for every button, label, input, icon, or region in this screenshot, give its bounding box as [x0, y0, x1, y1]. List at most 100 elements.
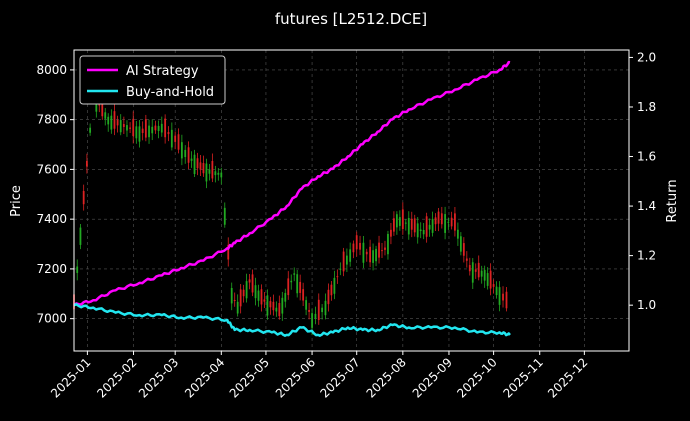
y-right-tick-label: 1.4 [637, 199, 656, 213]
candle-body [324, 300, 327, 316]
candle-body [254, 285, 257, 299]
candle-body [257, 290, 260, 301]
candle-body [407, 217, 410, 235]
candle-body [223, 207, 226, 225]
candle-body [98, 104, 101, 106]
y-right-tick-label: 1.0 [637, 298, 656, 312]
candle-body [456, 229, 459, 239]
candle-body [248, 279, 251, 283]
candle-body [293, 273, 296, 275]
candle-body [434, 217, 437, 225]
candle-body [202, 163, 205, 174]
candle-body [471, 262, 474, 283]
candle-body [82, 191, 85, 205]
candle-body [498, 287, 501, 305]
candle-body [321, 307, 324, 313]
candle-body [410, 218, 413, 230]
candle-body [474, 269, 477, 272]
candle-body [217, 172, 220, 175]
candle-body [107, 116, 110, 125]
candle-body [260, 289, 263, 305]
candle-body [251, 274, 254, 293]
candle-body [141, 128, 144, 134]
candle-body [76, 266, 79, 273]
candle-body [355, 235, 358, 250]
candle-body [104, 112, 107, 119]
right-axis: 1.0 1.2 1.4 1.6 1.8 2.0 [629, 50, 656, 312]
plot-frame [73, 49, 630, 352]
candle-body [263, 299, 266, 302]
candle-body [305, 300, 308, 310]
candle-body [296, 274, 299, 294]
candle-body [413, 218, 416, 233]
candle-body [129, 127, 131, 129]
candle-body [365, 251, 368, 255]
candle-body [187, 147, 190, 163]
candle-body [180, 142, 183, 159]
candle-body [110, 115, 113, 130]
candle-body [419, 229, 422, 232]
candle-body [401, 209, 404, 229]
candle-body [275, 307, 278, 312]
candle-body [381, 250, 383, 252]
candle-body [454, 213, 456, 231]
candle-body [477, 262, 480, 278]
candle-body [483, 269, 486, 281]
candle-body [211, 160, 214, 179]
candle-body [132, 118, 135, 137]
candle-body [278, 303, 281, 317]
y-right-tick-label: 2.0 [637, 50, 656, 64]
candle-body [269, 301, 272, 308]
candle-body [505, 291, 508, 309]
candle-body [79, 227, 82, 245]
return-series [73, 60, 511, 337]
candle-body [486, 273, 489, 286]
y-left-tick-label: 7600 [36, 162, 67, 176]
candle-body [184, 149, 187, 158]
candle-body [422, 230, 425, 235]
left-axis: 7000 7200 7400 7600 7800 8000 [36, 63, 74, 326]
candle-body [480, 270, 483, 277]
candle-body [290, 280, 293, 283]
candle-body [230, 287, 233, 304]
chart-title: futures [L2512.DCE] [275, 10, 427, 28]
y-right-tick-label: 1.8 [637, 100, 656, 114]
candle-body [167, 132, 170, 135]
candle-body [157, 125, 160, 131]
candle-body [336, 276, 339, 278]
candle-body [450, 217, 453, 227]
candle-body [205, 163, 208, 182]
candle-body [428, 224, 431, 230]
candle-body [89, 127, 92, 133]
candle-body [395, 214, 398, 228]
candle-body [148, 125, 150, 138]
candle-body [468, 265, 471, 272]
candle-body [459, 236, 462, 252]
candle-body [440, 213, 443, 225]
y-left-tick-label: 7400 [36, 212, 67, 226]
candle-body [465, 258, 468, 261]
y-axis-label-right: Return [665, 179, 680, 222]
y-left-tick-label: 8000 [36, 63, 67, 77]
y-axis-label-left: Price [9, 185, 24, 217]
candle-body [447, 221, 450, 223]
candle-body [174, 135, 177, 142]
candle-body [239, 289, 242, 307]
candle-body [170, 129, 173, 148]
candle-body [199, 162, 202, 170]
candle-body [164, 118, 167, 138]
candle-body [154, 125, 157, 131]
candle-body [314, 313, 317, 319]
candle-body [317, 299, 320, 321]
candle-body [431, 218, 434, 233]
candle-body [404, 222, 407, 224]
candle-body [287, 278, 290, 296]
candle-body [378, 242, 380, 258]
candle-body [281, 297, 284, 314]
legend-label-buy-and-hold: Buy-and-Hold [126, 85, 214, 100]
candle-body [359, 242, 361, 250]
candle-body [369, 246, 371, 263]
candle-body [272, 301, 275, 311]
candle-body [489, 270, 492, 289]
